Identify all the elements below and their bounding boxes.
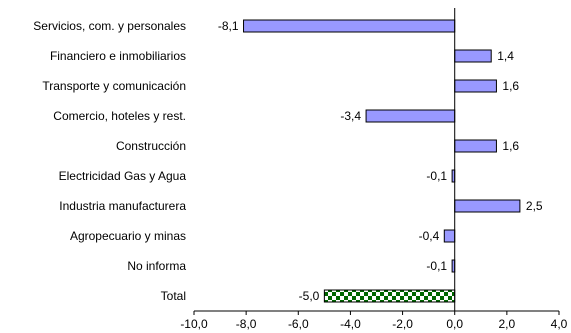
bar [443,229,456,243]
x-tick-label: -2,0 [392,317,413,331]
data-label: 1,4 [497,49,514,63]
data-label: 1,6 [502,139,519,153]
category-label: Electricidad Gas y Agua [59,169,187,183]
x-tick-label: 4,0 [551,317,568,331]
category-label: Comercio, hoteles y rest. [53,109,186,123]
x-axis: -10,0 -8,0 -6,0 -4,0 -2,0 0,0 2,0 4,0 [180,8,568,331]
data-label: -8,1 [218,19,239,33]
data-label: 2,5 [526,199,543,213]
bar [243,19,456,33]
x-tick-label: 2,0 [499,317,516,331]
bar [454,79,497,93]
category-label: Total [161,289,186,303]
category-label: No informa [127,259,186,273]
x-tick-label: -8,0 [236,317,257,331]
x-tick-label: -6,0 [288,317,309,331]
labels-layer: Servicios, com. y personales -8,1 Financie… [33,19,543,303]
data-label: 1,6 [502,79,519,93]
bar [454,49,492,63]
bar-total [323,289,456,303]
bar [454,139,497,153]
data-label: -0,4 [419,229,440,243]
category-label: Transporte y comunicación [42,79,186,93]
category-label: Construcción [116,139,186,153]
data-label: -0,1 [426,259,447,273]
x-tick-label: -4,0 [340,317,361,331]
category-label: Agropecuario y minas [70,229,186,243]
data-label: -0,1 [426,169,447,183]
x-tick-label: -10,0 [180,317,208,331]
bars-layer [243,19,521,303]
bar [454,199,521,213]
data-label: -5,0 [299,289,320,303]
data-label: -3,4 [340,109,361,123]
x-tick-label: 0,0 [446,317,463,331]
bar [365,109,456,123]
category-label: Servicios, com. y personales [33,19,186,33]
category-label: Industria manufacturera [59,199,186,213]
category-label: Financiero e inmobiliarios [50,49,186,63]
